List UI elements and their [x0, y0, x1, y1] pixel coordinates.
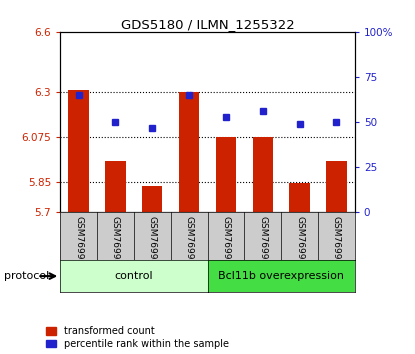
- Bar: [142, 186, 162, 212]
- Legend: transformed count, percentile rank within the sample: transformed count, percentile rank withi…: [46, 326, 229, 349]
- Bar: [253, 137, 273, 212]
- Bar: [216, 137, 236, 212]
- Text: GSM769940: GSM769940: [74, 216, 83, 271]
- Text: GSM769947: GSM769947: [332, 216, 341, 271]
- Bar: [105, 161, 126, 212]
- Title: GDS5180 / ILMN_1255322: GDS5180 / ILMN_1255322: [121, 18, 294, 31]
- Text: GSM769943: GSM769943: [185, 216, 193, 271]
- Text: GSM769945: GSM769945: [258, 216, 267, 271]
- Bar: [326, 161, 347, 212]
- Text: Bcl11b overexpression: Bcl11b overexpression: [218, 271, 344, 281]
- Bar: [179, 92, 199, 212]
- Text: GSM769944: GSM769944: [222, 216, 230, 271]
- Bar: [289, 183, 310, 212]
- Text: GSM769942: GSM769942: [148, 216, 157, 271]
- Text: control: control: [115, 271, 153, 281]
- Bar: [68, 90, 89, 212]
- Text: GSM769941: GSM769941: [111, 216, 120, 271]
- Text: protocol: protocol: [4, 271, 49, 281]
- Text: GSM769946: GSM769946: [295, 216, 304, 271]
